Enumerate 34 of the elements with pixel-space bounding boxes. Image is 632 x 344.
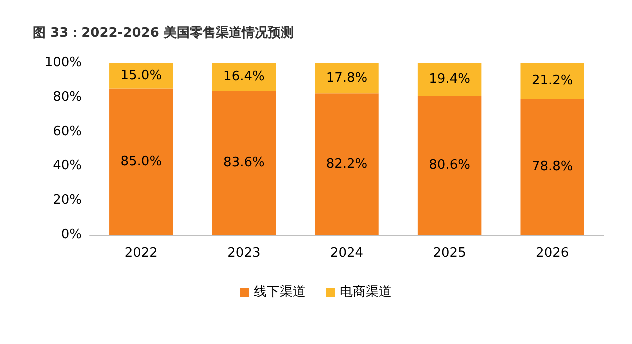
data-label: 82.2%	[326, 156, 368, 172]
data-label: 19.4%	[429, 72, 470, 88]
data-label: 80.6%	[429, 158, 470, 174]
x-tick-label: 2026	[536, 246, 570, 261]
y-tick-label: 0%	[61, 228, 82, 242]
bar	[418, 63, 482, 96]
bar	[110, 63, 174, 89]
y-tick-label: 20%	[53, 193, 82, 208]
bar	[520, 99, 584, 235]
legend-label: 线下渠道	[254, 285, 306, 300]
y-tick-label: 40%	[53, 158, 82, 174]
x-tick-label: 2025	[433, 246, 466, 261]
bar	[110, 88, 174, 235]
data-label: 85.0%	[120, 154, 162, 170]
data-label: 15.0%	[120, 68, 162, 84]
chart-title: 图 33：2022-2026 美国零售渠道情况预测	[33, 25, 294, 41]
legend-label: 电商渠道	[340, 285, 392, 300]
data-label: 17.8%	[326, 70, 368, 86]
bar	[315, 94, 379, 235]
y-tick-label: 80%	[53, 90, 82, 105]
bar	[212, 91, 276, 235]
data-label: 78.8%	[532, 160, 574, 175]
bar	[315, 63, 379, 94]
data-label: 16.4%	[224, 70, 265, 85]
data-label: 21.2%	[532, 74, 574, 89]
y-tick-label: 60%	[53, 124, 82, 140]
x-tick-label: 2022	[124, 246, 158, 261]
y-tick-label: 100%	[44, 56, 82, 70]
bar	[520, 63, 584, 100]
data-label: 83.6%	[224, 156, 265, 171]
x-tick-label: 2023	[228, 246, 261, 261]
x-tick-label: 2024	[330, 246, 364, 261]
bar	[212, 63, 276, 92]
bar	[418, 96, 482, 235]
